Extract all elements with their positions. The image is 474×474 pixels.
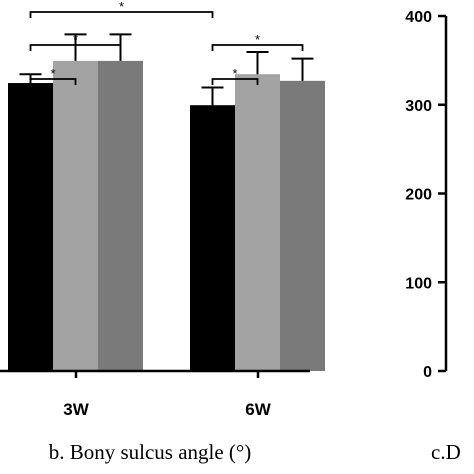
caption-left: b. Bony sulcus angle (°) bbox=[49, 440, 252, 464]
y-tick-label-0: 0 bbox=[423, 364, 432, 381]
y-tick-label-200: 200 bbox=[405, 187, 432, 204]
significance-bracket-5 bbox=[211, 78, 259, 85]
error-bar-6w-series-2 bbox=[246, 51, 269, 75]
caption-right: c.D bbox=[431, 440, 461, 464]
significance-star-3: * bbox=[50, 66, 55, 81]
error-bar-3w-series-2 bbox=[64, 33, 87, 61]
panel-c-bar-chart: 0 100 200 300 400 c.D bbox=[405, 9, 460, 464]
significance-bracket-1 bbox=[29, 11, 214, 18]
significance-bracket-3 bbox=[29, 78, 77, 85]
significance-star-2: * bbox=[73, 32, 78, 47]
y-tick-group: 0 100 200 300 400 bbox=[405, 9, 446, 381]
significance-star-1: * bbox=[119, 0, 124, 14]
bar-6w-series-3 bbox=[280, 80, 325, 372]
bar-6w-series-1 bbox=[190, 105, 235, 371]
y-tick-label-100: 100 bbox=[405, 275, 432, 292]
panel-b-bar-chart: * * * * * 3W 6W b. Bony sulcus angle (°) bbox=[0, 0, 325, 464]
significance-group: * * * * * bbox=[29, 0, 304, 85]
x-tick-label-3w: 3W bbox=[63, 400, 89, 419]
bar-3w-series-2 bbox=[53, 60, 98, 372]
y-tick-label-400: 400 bbox=[405, 9, 432, 26]
x-tick-label-6w: 6W bbox=[245, 400, 271, 419]
bar-3w-series-1 bbox=[8, 83, 53, 372]
bar-group bbox=[8, 60, 325, 372]
significance-star-5: * bbox=[232, 66, 237, 81]
y-tick-label-300: 300 bbox=[405, 98, 432, 115]
error-bar-6w-series-1 bbox=[201, 86, 224, 106]
bar-6w-series-2 bbox=[235, 74, 280, 371]
error-bar-6w-series-3 bbox=[291, 57, 314, 81]
significance-bracket-4 bbox=[211, 44, 304, 51]
significance-bracket-2 bbox=[29, 44, 122, 51]
significance-star-4: * bbox=[255, 32, 260, 47]
bar-3w-series-3 bbox=[98, 60, 143, 372]
